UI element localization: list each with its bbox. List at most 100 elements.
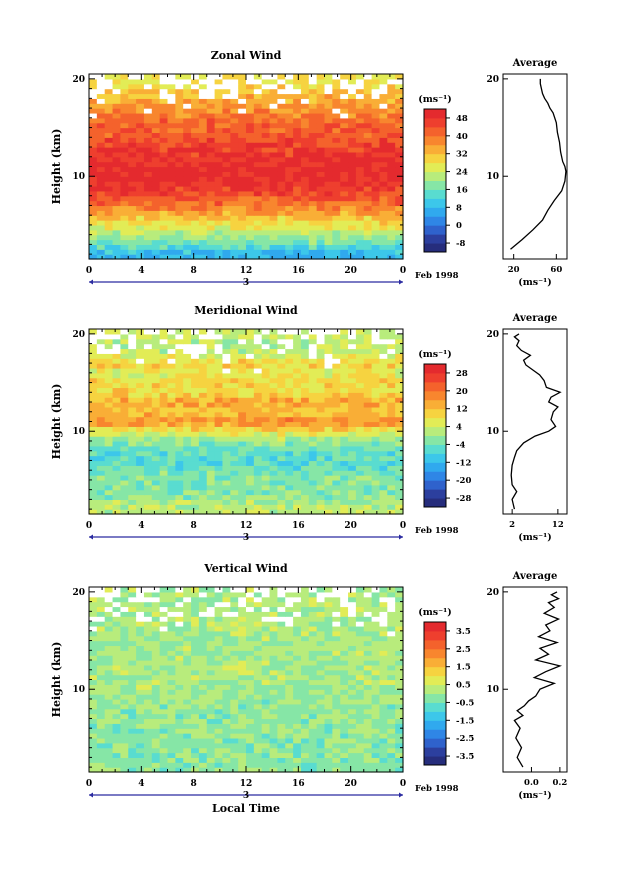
heatmap-cell [387, 450, 396, 457]
heatmap-cell [151, 333, 161, 340]
heatmap-cell [316, 504, 326, 510]
heatmap-cell [143, 161, 153, 168]
heatmap-cell [261, 402, 271, 408]
heatmap-cell [387, 210, 396, 216]
heatmap-cell [395, 181, 404, 187]
heatmap-cell [206, 239, 216, 245]
heatmap-cell [128, 728, 137, 734]
heatmap-cell [128, 426, 137, 432]
heatmap-cell [230, 728, 239, 734]
heatmap-cell [379, 694, 388, 700]
heatmap-cell [285, 426, 294, 432]
heatmap-cell [191, 112, 200, 119]
x-tick-label: 12 [240, 521, 253, 531]
heatmap-cell [379, 645, 388, 651]
heatmap-cell [112, 244, 121, 250]
heatmap-cell [348, 669, 357, 676]
heatmap-cell [159, 630, 169, 637]
heatmap-cell [159, 465, 169, 471]
heatmap-cell [316, 470, 326, 476]
heatmap-cell [348, 83, 357, 90]
colorbar-swatch [424, 162, 446, 173]
heatmap-cell [191, 353, 200, 359]
heatmap-cell [300, 382, 310, 389]
heatmap-cell [175, 387, 184, 393]
heatmap-cell [293, 479, 302, 486]
heatmap-cell [175, 698, 184, 705]
heatmap-cell [316, 142, 326, 148]
heatmap-cell [238, 679, 247, 685]
heatmap-cell [308, 484, 318, 491]
heatmap-cell [324, 630, 333, 637]
average-y-tick-label: 10 [486, 427, 499, 437]
heatmap-cell [277, 504, 286, 510]
heatmap-cell [222, 601, 231, 608]
heatmap-cell [363, 669, 373, 676]
heatmap-cell [269, 98, 278, 104]
heatmap-cell [371, 611, 381, 617]
heatmap-cell [230, 185, 239, 192]
heatmap-cell [387, 98, 396, 104]
heatmap-cell [379, 650, 388, 656]
heatmap-cell [214, 591, 224, 598]
heatmap-cell [363, 117, 373, 124]
heatmap-cell [300, 718, 310, 724]
heatmap-cell [395, 363, 404, 369]
heatmap-cell [167, 416, 176, 423]
heatmap-cell [230, 329, 239, 335]
heatmap-cell [348, 460, 357, 466]
heatmap-cell [136, 382, 145, 389]
heatmap-cell [191, 147, 200, 153]
heatmap-cell [230, 499, 239, 505]
heatmap-cell [348, 679, 357, 685]
heatmap-cell [340, 343, 349, 350]
heatmap-cell [379, 596, 388, 603]
heatmap-cell [175, 470, 184, 476]
heatmap-cell [395, 440, 404, 447]
heatmap-cell [269, 200, 278, 207]
heatmap-cell [230, 669, 239, 676]
heatmap-cell [238, 742, 247, 749]
heatmap-cell [269, 703, 278, 710]
heatmap-cell [191, 88, 200, 95]
heatmap-cell [112, 181, 121, 187]
heatmap-cell [253, 489, 263, 496]
heatmap-cell [324, 254, 333, 260]
heatmap-cell [261, 382, 271, 389]
heatmap-cell [355, 689, 365, 695]
heatmap-cell [379, 254, 388, 260]
heatmap-cell [136, 88, 145, 95]
heatmap-cell [269, 426, 278, 432]
heatmap-cell [277, 210, 286, 216]
heatmap-cell [285, 440, 294, 447]
heatmap-cell [395, 601, 404, 608]
heatmap-cell [269, 176, 278, 182]
heatmap-cell [324, 108, 333, 114]
heatmap-cell [253, 392, 263, 398]
heatmap-cell [112, 694, 121, 700]
heatmap-cell [332, 185, 341, 192]
heatmap-cell [246, 679, 255, 685]
heatmap-cell [277, 195, 286, 202]
heatmap-cell [277, 142, 286, 148]
heatmap-cell [230, 411, 239, 418]
heatmap-cell [183, 625, 192, 632]
heatmap-cell [159, 431, 169, 437]
heatmap-cell [387, 161, 396, 168]
heatmap-cell [316, 254, 326, 260]
heatmap-cell [300, 635, 310, 642]
heatmap-cell [128, 244, 137, 250]
heatmap-cell [128, 74, 137, 80]
heatmap-cell [277, 479, 286, 486]
heatmap-cell [214, 93, 224, 99]
heatmap-cell [308, 436, 318, 442]
heatmap-cell [96, 733, 106, 739]
heatmap-cell [136, 220, 145, 226]
heatmap-cell [214, 151, 224, 158]
heatmap-cell [89, 499, 98, 505]
heatmap-cell [183, 747, 192, 754]
heatmap-cell [143, 166, 153, 172]
heatmap-cell [363, 224, 373, 231]
heatmap-cell [183, 660, 192, 666]
heatmap-cell [371, 669, 381, 676]
